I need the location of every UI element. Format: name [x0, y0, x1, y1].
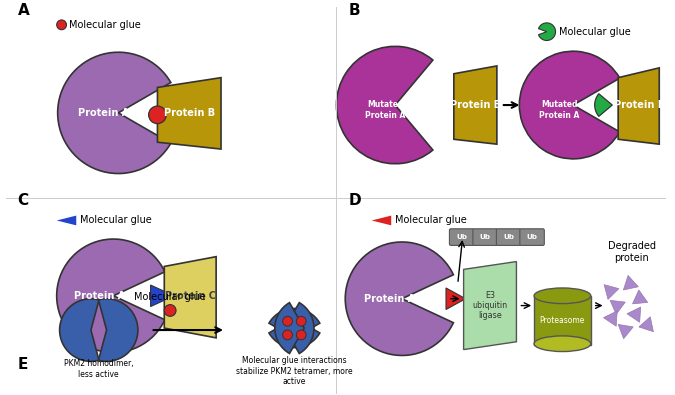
FancyBboxPatch shape [496, 229, 521, 245]
Text: Ub: Ub [456, 234, 467, 240]
Wedge shape [539, 23, 556, 40]
Text: Protein C: Protein C [165, 291, 216, 301]
Text: Ub: Ub [480, 234, 491, 240]
Polygon shape [151, 285, 174, 307]
Circle shape [296, 316, 306, 326]
Wedge shape [345, 242, 454, 356]
Polygon shape [454, 66, 497, 144]
Text: Ub: Ub [526, 234, 537, 240]
Polygon shape [372, 216, 391, 226]
Polygon shape [164, 257, 216, 338]
Wedge shape [336, 46, 433, 164]
Wedge shape [59, 299, 99, 361]
Wedge shape [519, 51, 620, 159]
Polygon shape [464, 261, 516, 350]
Bar [534, 296, 591, 345]
Polygon shape [610, 300, 625, 314]
FancyBboxPatch shape [473, 229, 497, 245]
Wedge shape [285, 303, 314, 354]
Text: Proteasome: Proteasome [540, 316, 585, 325]
Polygon shape [603, 311, 617, 326]
Text: Protein B: Protein B [450, 100, 501, 110]
Text: PKM2 homodimer,
less active: PKM2 homodimer, less active [64, 359, 134, 379]
Text: Molecular glue: Molecular glue [80, 216, 152, 226]
Circle shape [57, 20, 66, 30]
Wedge shape [57, 239, 165, 352]
FancyBboxPatch shape [520, 229, 544, 245]
Text: Ub: Ub [503, 234, 514, 240]
Polygon shape [639, 317, 653, 332]
Text: Protein A: Protein A [364, 294, 415, 304]
Circle shape [296, 330, 306, 340]
Wedge shape [99, 299, 138, 361]
Polygon shape [157, 78, 221, 149]
Text: Protein B: Protein B [614, 100, 666, 110]
Text: Protein A: Protein A [74, 291, 126, 301]
Wedge shape [269, 308, 320, 338]
Circle shape [283, 316, 292, 326]
Text: Protein B: Protein B [164, 108, 215, 118]
Text: Molecular glue: Molecular glue [70, 20, 141, 30]
Polygon shape [604, 285, 619, 299]
Text: E3
ubiquitin
ligase: E3 ubiquitin ligase [472, 291, 508, 320]
Text: Mutated
Protein A: Mutated Protein A [539, 100, 580, 120]
Polygon shape [57, 216, 76, 226]
Wedge shape [275, 303, 304, 354]
Text: E: E [18, 357, 28, 372]
Text: Molecular glue: Molecular glue [134, 292, 206, 302]
Polygon shape [627, 307, 641, 322]
Text: B: B [348, 3, 360, 18]
Wedge shape [57, 52, 171, 173]
Text: C: C [18, 193, 28, 208]
Text: Molecular glue: Molecular glue [395, 216, 467, 226]
Text: D: D [348, 193, 361, 208]
Text: Protein A: Protein A [78, 108, 130, 118]
Text: Mutated
Protein A: Mutated Protein A [365, 100, 406, 120]
Ellipse shape [534, 336, 591, 352]
Polygon shape [618, 68, 659, 144]
Circle shape [148, 106, 166, 124]
Circle shape [164, 305, 176, 316]
Wedge shape [269, 318, 320, 348]
FancyBboxPatch shape [450, 229, 474, 245]
Text: Molecular glue: Molecular glue [560, 27, 631, 37]
Text: A: A [18, 3, 29, 18]
Text: Degraded
protein: Degraded protein [608, 241, 656, 263]
Ellipse shape [534, 288, 591, 304]
Circle shape [283, 330, 292, 340]
Wedge shape [595, 94, 612, 117]
Text: Molecular glue interactions
stabilize PKM2 tetramer, more
active: Molecular glue interactions stabilize PK… [236, 356, 353, 386]
Polygon shape [446, 288, 466, 310]
Polygon shape [618, 324, 633, 339]
Polygon shape [624, 275, 639, 290]
Polygon shape [632, 290, 648, 304]
